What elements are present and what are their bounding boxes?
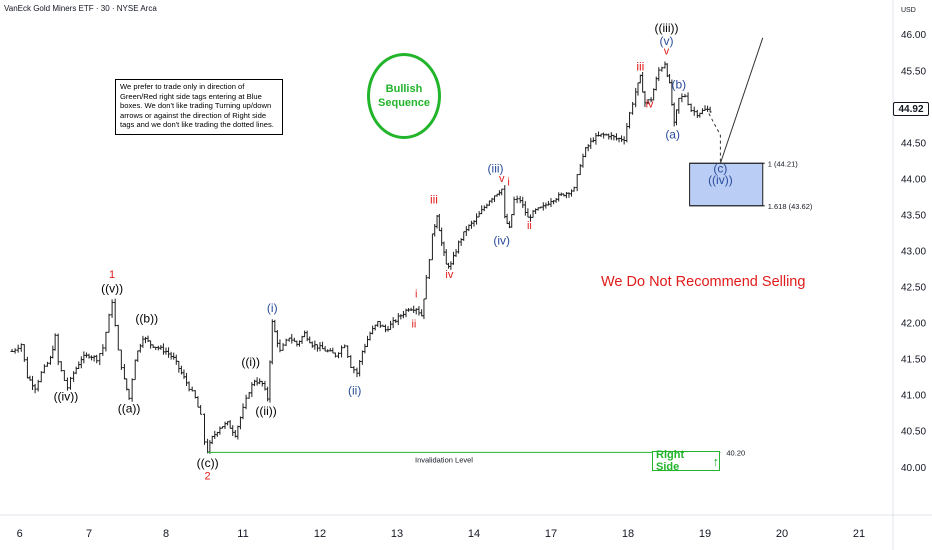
price-tick-label: 45.50	[901, 66, 926, 77]
time-tick-label: 12	[314, 528, 326, 540]
wave-label: ((v))	[101, 281, 123, 295]
up-arrow-icon: ↑	[712, 453, 720, 469]
projection-dotted	[708, 113, 721, 164]
wave-label: (b)	[671, 77, 686, 91]
time-tick-label: 21	[853, 528, 865, 540]
wave-label: (c)	[713, 162, 727, 176]
price-tick-label: 40.00	[901, 463, 926, 474]
price-tick-label: 43.50	[901, 210, 926, 221]
time-tick-label: 7	[86, 528, 92, 540]
last-price-tag: 44.92	[893, 102, 929, 116]
fib-level-label: 1 (44.21)	[768, 159, 799, 168]
wave-labels: 1((v)) ((b)) ((iv)) ((a)) ((c))2 ((i)) ((ii)) (…	[54, 21, 733, 483]
wave-label: i	[415, 288, 417, 300]
time-axis: 6 7 8 11 12 13 14 17 18 19 20 21	[17, 528, 865, 540]
price-tick-label: 44.00	[901, 174, 926, 185]
wave-label: (v)	[660, 34, 674, 48]
wave-label: v	[499, 173, 505, 185]
wave-label: ((a))	[118, 402, 141, 416]
wave-label: ii	[527, 220, 532, 232]
time-tick-label: 6	[17, 528, 23, 540]
chart-header: VanEck Gold Miners ETF · 30 · NYSE Arca	[4, 4, 157, 13]
price-tick-label: 42.00	[901, 319, 926, 330]
wave-label: iii	[636, 59, 644, 73]
price-tick-label: 42.50	[901, 283, 926, 294]
right-side-tag: Right Side ↑	[652, 449, 720, 473]
blue-box	[689, 162, 764, 207]
wave-label: ((ii))	[255, 404, 276, 418]
time-tick-label: 20	[776, 528, 788, 540]
price-tick-label: 43.00	[901, 246, 926, 257]
price-bars	[10, 61, 712, 454]
time-tick-label: 17	[545, 528, 557, 540]
price-tick-label: 41.50	[901, 355, 926, 366]
price-tick-label: 44.50	[901, 138, 926, 149]
currency-label: USD	[901, 7, 916, 14]
wave-label: (iv)	[493, 234, 510, 248]
projection-line	[719, 37, 764, 164]
price-axis: 46.0045.5045.0044.5044.0043.5043.0042.50…	[901, 30, 926, 474]
wave-label: iv	[646, 99, 654, 111]
price-tick-label: 40.50	[901, 427, 926, 438]
time-tick-label: 19	[699, 528, 711, 540]
time-tick-label: 18	[622, 528, 634, 540]
wave-label: (ii)	[348, 384, 361, 398]
wave-label: 2	[205, 471, 211, 483]
time-tick-label: 13	[391, 528, 403, 540]
invalidation-label: Invalidation Level	[415, 455, 473, 464]
time-tick-label: 11	[237, 528, 248, 540]
wave-label: v	[664, 45, 670, 57]
wave-label: (i)	[267, 301, 278, 315]
no-selling-warning: We Do Not Recommend Selling	[601, 274, 806, 290]
wave-label: 1	[109, 269, 115, 281]
wave-label: i	[507, 177, 509, 189]
time-tick-label: 8	[163, 528, 169, 540]
wave-label: ((i))	[241, 355, 260, 369]
right-side-label: Right Side	[656, 449, 685, 473]
bullish-text: Bullish Sequence	[378, 83, 430, 109]
wave-label: ((c))	[197, 456, 219, 470]
wave-label: ((iii))	[655, 21, 679, 35]
wave-label: ii	[411, 319, 416, 331]
blue-entry-box: 1 (44.21) 1.618 (43.62)	[689, 159, 813, 211]
price-tick-label: 41.00	[901, 391, 926, 402]
trading-note: We prefer to trade only in direction of …	[115, 79, 283, 135]
wave-label: iv	[445, 269, 453, 281]
time-tick-label: 14	[468, 528, 480, 540]
wave-label: (a)	[665, 128, 680, 142]
wave-label: ((iv))	[708, 173, 733, 187]
wave-label: iii	[430, 193, 438, 207]
invalidation-value: 40.20	[726, 448, 745, 457]
chart-lines: Invalidation Level 40.20	[207, 37, 764, 464]
price-tick-label: 46.00	[901, 30, 926, 41]
bullish-sequence-badge: Bullish Sequence	[367, 53, 441, 139]
wave-label: ((iv))	[54, 389, 79, 403]
fib-level-label: 1.618 (43.62)	[768, 202, 813, 211]
wave-label: (iii)	[488, 162, 504, 176]
wave-label: ((b))	[135, 312, 158, 326]
